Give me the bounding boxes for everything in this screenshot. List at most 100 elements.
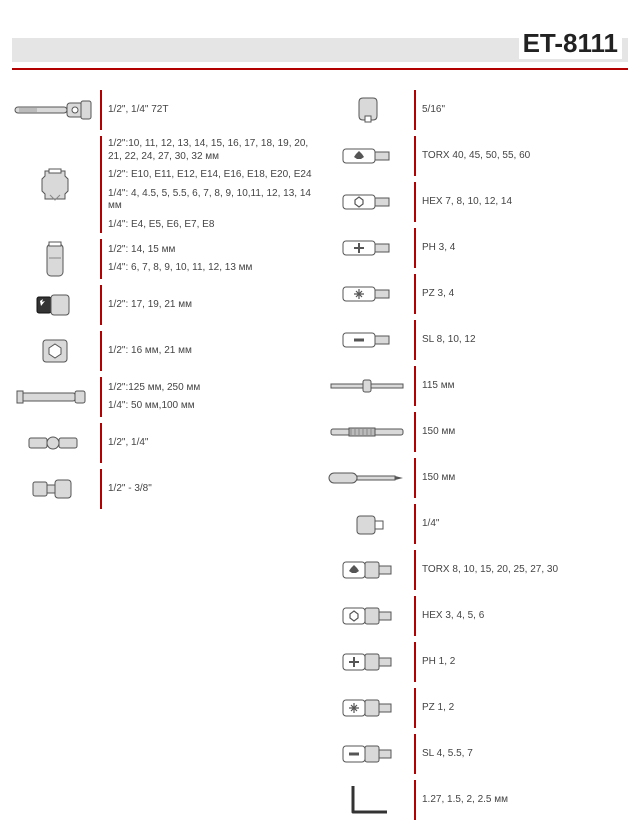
spec-text: 150 мм: [422, 424, 630, 441]
spec-columns: 1/2", 1/4" 72T 1/2":10, 11, 12, 13, 14, 1…: [10, 90, 630, 826]
spec-rows: 1/2": 17, 19, 21 мм: [102, 285, 316, 325]
spec-rows: 150 мм: [416, 412, 630, 452]
spec-group: 150 мм: [324, 412, 630, 452]
spec-text: 1/2" - 3/8": [108, 481, 316, 498]
left-column: 1/2", 1/4" 72T 1/2":10, 11, 12, 13, 14, 1…: [10, 90, 316, 826]
sock-pz-icon: [324, 688, 414, 728]
spec-rows: PZ 1, 2: [416, 688, 630, 728]
bit-pz-icon: [324, 274, 414, 314]
spec-rows: 115 мм: [416, 366, 630, 406]
spec-rows: 1.27, 1.5, 2, 2.5 мм: [416, 780, 630, 820]
sock-sl-icon: [324, 734, 414, 774]
spec-text: 1/4": 50 мм,100 мм: [108, 398, 316, 415]
spec-text: HEX 3, 4, 5, 6: [422, 608, 630, 625]
hex-socket-icon: [10, 331, 100, 371]
spec-text: 1/2":10, 11, 12, 13, 14, 15, 16, 17, 18,…: [108, 136, 316, 165]
adapter-icon: [10, 469, 100, 509]
spec-group: 1/2":10, 11, 12, 13, 14, 15, 16, 17, 18,…: [10, 136, 316, 233]
bit-hex-icon: [324, 182, 414, 222]
spec-group: TORX 40, 45, 50, 55, 60: [324, 136, 630, 176]
spec-group: 1/2" - 3/8": [10, 469, 316, 509]
bit-torx-icon: [324, 136, 414, 176]
bit-ph-icon: [324, 228, 414, 268]
spec-group: PH 1, 2: [324, 642, 630, 682]
sock-torx-icon: [324, 550, 414, 590]
header-rule: [12, 68, 628, 70]
spec-group: 1/2": 16 мм, 21 мм: [10, 331, 316, 371]
spec-text: PZ 1, 2: [422, 700, 630, 717]
spec-rows: PZ 3, 4: [416, 274, 630, 314]
spec-rows: HEX 7, 8, 10, 12, 14: [416, 182, 630, 222]
header: ET-8111: [12, 20, 628, 76]
spec-rows: 1/2", 1/4" 72T: [102, 90, 316, 130]
product-code: ET-8111: [519, 28, 622, 59]
spec-text: 1.27, 1.5, 2, 2.5 мм: [422, 792, 630, 809]
spec-text: 1/2": 17, 19, 21 мм: [108, 297, 316, 314]
spec-group: HEX 7, 8, 10, 12, 14: [324, 182, 630, 222]
spec-rows: 1/4": [416, 504, 630, 544]
spec-rows: PH 3, 4: [416, 228, 630, 268]
spec-text: 1/2":125 мм, 250 мм: [108, 380, 316, 397]
spec-rows: 1/2": 14, 15 мм1/4": 6, 7, 8, 9, 10, 11,…: [102, 239, 316, 279]
spec-rows: 1/2":10, 11, 12, 13, 14, 15, 16, 17, 18,…: [102, 136, 316, 233]
knurl-bar-icon: [324, 412, 414, 452]
spec-rows: 1/2", 1/4": [102, 423, 316, 463]
universal-joint-icon: [10, 423, 100, 463]
spec-group: PH 3, 4: [324, 228, 630, 268]
spec-text: HEX 7, 8, 10, 12, 14: [422, 194, 630, 211]
spec-text: 1/4": 6, 7, 8, 9, 10, 11, 12, 13 мм: [108, 260, 316, 277]
sock-ph-icon: [324, 642, 414, 682]
spec-group: SL 8, 10, 12: [324, 320, 630, 360]
spec-text: 1/2", 1/4": [108, 435, 316, 452]
right-column: 5/16" TORX 40, 45, 50, 55, 60 HEX 7, 8, 10…: [324, 90, 630, 826]
screwdriver-icon: [324, 458, 414, 498]
spec-text: 150 мм: [422, 470, 630, 487]
spec-group: 1/2":125 мм, 250 мм1/4": 50 мм,100 мм: [10, 377, 316, 417]
spec-rows: 150 мм: [416, 458, 630, 498]
spec-rows: SL 4, 5.5, 7: [416, 734, 630, 774]
spec-group: HEX 3, 4, 5, 6: [324, 596, 630, 636]
impact-socket-icon: [10, 285, 100, 325]
spec-rows: SL 8, 10, 12: [416, 320, 630, 360]
spec-group: 1/2": 14, 15 мм1/4": 6, 7, 8, 9, 10, 11,…: [10, 239, 316, 279]
spec-group: TORX 8, 10, 15, 20, 25, 27, 30: [324, 550, 630, 590]
spec-group: 5/16": [324, 90, 630, 130]
spec-group: 1/2": 17, 19, 21 мм: [10, 285, 316, 325]
spec-text: 115 мм: [422, 378, 630, 395]
spec-rows: 1/2": 16 мм, 21 мм: [102, 331, 316, 371]
spec-group: 150 мм: [324, 458, 630, 498]
spec-text: 1/2": E10, E11, E12, E14, E16, E18, E20,…: [108, 167, 316, 184]
spec-text: 1/4": E4, E5, E6, E7, E8: [108, 217, 316, 234]
t-bar-icon: [324, 366, 414, 406]
ratchet-icon: [10, 90, 100, 130]
spec-rows: 1/2" - 3/8": [102, 469, 316, 509]
spec-group: PZ 3, 4: [324, 274, 630, 314]
spec-text: TORX 40, 45, 50, 55, 60: [422, 148, 630, 165]
spec-rows: PH 1, 2: [416, 642, 630, 682]
spec-text: PH 3, 4: [422, 240, 630, 257]
spec-group: PZ 1, 2: [324, 688, 630, 728]
spec-group: 1.27, 1.5, 2, 2.5 мм: [324, 780, 630, 820]
hex-key-icon: [324, 780, 414, 820]
spec-text: 1/2", 1/4" 72T: [108, 102, 316, 119]
spec-text: PH 1, 2: [422, 654, 630, 671]
square-adapter-icon: [324, 504, 414, 544]
spec-text: 1/2": 14, 15 мм: [108, 242, 316, 259]
spec-text: 1/4": [422, 516, 630, 533]
spec-text: 1/4": 4, 4.5, 5, 5.5, 6, 7, 8, 9, 10,11,…: [108, 186, 316, 215]
long-socket-icon: [10, 239, 100, 279]
spec-text: TORX 8, 10, 15, 20, 25, 27, 30: [422, 562, 630, 579]
spec-group: SL 4, 5.5, 7: [324, 734, 630, 774]
spec-rows: HEX 3, 4, 5, 6: [416, 596, 630, 636]
spec-text: PZ 3, 4: [422, 286, 630, 303]
spec-group: 1/2", 1/4" 72T: [10, 90, 316, 130]
extension-bar-icon: [10, 377, 100, 417]
socket-icon: [10, 136, 100, 233]
sock-hex-icon: [324, 596, 414, 636]
spec-text: SL 4, 5.5, 7: [422, 746, 630, 763]
spec-rows: 5/16": [416, 90, 630, 130]
spec-text: 1/2": 16 мм, 21 мм: [108, 343, 316, 360]
bit-sl-icon: [324, 320, 414, 360]
spec-group: 115 мм: [324, 366, 630, 406]
spec-text: SL 8, 10, 12: [422, 332, 630, 349]
